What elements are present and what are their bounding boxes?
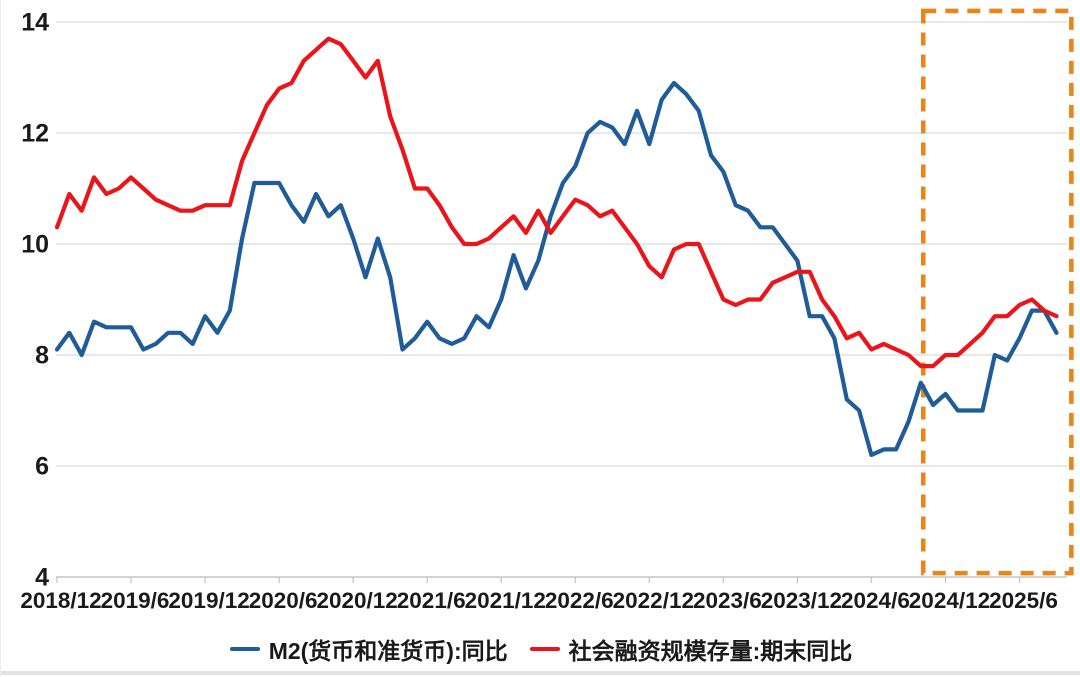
x-axis-label: 2018/12 — [20, 588, 101, 613]
m2-line-swatch — [229, 646, 260, 652]
x-axis-label: 2022/12 — [613, 588, 694, 613]
y-axis-label: 6 — [35, 453, 49, 481]
x-axis-label: 2021/12 — [465, 588, 546, 613]
x-axis-label: 2024/6 — [841, 588, 910, 613]
x-axis-label: 2020/12 — [316, 588, 397, 613]
x-axis-label: 2023/12 — [761, 588, 842, 613]
x-axis-label: 2023/6 — [693, 588, 762, 613]
x-axis-label: 2024/12 — [909, 588, 990, 613]
x-axis-label: 2019/6 — [101, 588, 170, 613]
y-axis-label: 14 — [21, 9, 49, 37]
legend-item-m2: M2(货币和准货币):同比 — [229, 632, 508, 666]
tsf-line-swatch — [529, 646, 560, 652]
y-axis-label: 4 — [35, 564, 49, 592]
legend-item-tsf: 社会融资规模存量:期末同比 — [529, 632, 853, 666]
legend-label-tsf: 社会融资规模存量:期末同比 — [568, 638, 853, 664]
x-axis-label: 2025/6 — [989, 588, 1058, 613]
legend-label-m2: M2(货币和准货币):同比 — [268, 638, 508, 664]
image-bottom-edge — [1, 671, 1080, 675]
x-axis-label: 2020/6 — [249, 588, 318, 613]
y-axis-label: 12 — [21, 120, 49, 148]
y-axis-label: 10 — [21, 231, 49, 259]
y-axis-label: 8 — [35, 342, 49, 370]
tsf-line — [54, 36, 1059, 369]
x-axis-label: 2021/6 — [397, 588, 466, 613]
chart-legend: M2(货币和准货币):同比 社会融资规模存量:期末同比 — [1, 634, 1080, 664]
m2-line — [54, 80, 1059, 457]
highlight-box — [920, 8, 1074, 576]
x-axis-label: 2019/12 — [168, 588, 249, 613]
x-axis-label: 2022/6 — [545, 588, 614, 613]
